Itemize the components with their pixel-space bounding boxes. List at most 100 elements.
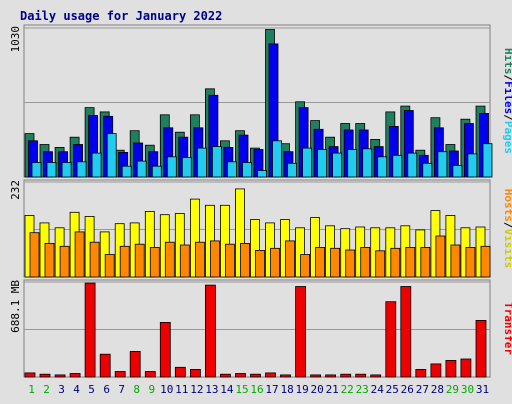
x-tick-label: 24 [371,383,385,396]
x-tick-label: 2 [43,383,50,396]
x-tick-label: 12 [190,383,203,396]
bar-transfer-day-24 [370,374,382,378]
bar-hosts-day-28 [435,235,446,278]
bar-pages-day-13 [211,146,222,178]
bar-pages-day-23 [362,148,373,178]
x-tick-label: 27 [416,383,429,396]
bar-transfer-day-7 [114,371,126,378]
x-tick-label: 17 [265,383,278,396]
bar-hosts-day-12 [194,241,205,278]
bar-visits-day-14 [219,204,230,278]
bar-hosts-day-8 [134,243,145,278]
bar-pages-day-15 [242,162,252,178]
bar-pages-day-17 [272,140,282,178]
chart-title: Daily usage for January 2022 [20,9,222,23]
right-label-pages: Pages [502,121,512,154]
x-tick-label: 18 [280,383,293,396]
x-tick-label: 7 [118,383,125,396]
bar-visits-day-12 [189,198,200,278]
bar-hosts-day-6 [104,254,115,278]
bar-pages-day-16 [257,170,267,178]
panel-3: 688.1 MB Transfer [9,279,512,378]
bar-transfer-day-2 [39,373,51,378]
bar-transfer-day-8 [129,350,141,378]
x-tick-label: 10 [160,383,173,396]
bar-pages-day-3 [61,162,72,178]
right-label-hosts: Hosts [502,189,512,222]
bar-hosts-day-13 [209,240,220,278]
chart-panels: 1030 Hits/Files/Pages 232 Hosts/Visits 688.1… [9,24,512,378]
right-label-visits: Visits [502,229,512,269]
bar-transfer-day-5 [84,282,96,378]
x-tick-label: 21 [326,383,339,396]
bar-hosts-day-7 [119,245,130,278]
bar-transfer-day-12 [189,368,201,378]
bar-hosts-day-30 [465,247,476,278]
bar-hosts-day-1 [29,232,40,278]
bar-transfer-day-15 [235,373,246,378]
x-tick-label: 28 [431,383,444,396]
bar-hosts-day-26 [405,247,416,278]
bar-transfer-day-16 [250,373,261,378]
bar-pages-day-24 [377,156,388,178]
bar-hosts-day-21 [330,247,341,278]
x-tick-label: 15 [235,383,248,396]
bar-pages-day-9 [151,165,162,178]
right-label-transfer: Transfer [502,302,512,355]
bar-hosts-day-16 [255,249,265,278]
x-tick-label: 4 [73,383,80,396]
y-max-label: 1030 [9,26,22,53]
panel-1: 1030 Hits/Files/Pages [9,24,512,178]
right-series-label: Hosts/Visits [502,189,512,269]
bar-transfer-day-3 [54,374,66,378]
bar-pages-day-2 [46,162,57,178]
x-tick-label: 14 [220,383,234,396]
bar-hosts-day-2 [44,242,55,278]
bar-visits-day-19 [295,227,306,278]
bar-hosts-day-23 [360,247,371,278]
x-tick-label: 5 [88,383,95,396]
x-tick-label: 25 [386,383,399,396]
bar-pages-day-26 [407,152,418,178]
bar-hosts-day-3 [59,245,70,278]
bar-hosts-day-22 [345,249,356,278]
x-tick-label: 16 [250,383,263,396]
bar-transfer-day-29 [445,359,457,378]
bar-transfer-day-22 [340,373,352,378]
bar-transfer-day-11 [174,366,186,378]
bar-pages-day-30 [467,153,478,178]
bar-hosts-day-14 [224,243,235,278]
bar-transfer-day-28 [430,363,442,378]
bar-visits-day-15 [235,188,245,278]
bar-hosts-day-9 [149,247,160,278]
right-series-label: Hits/Files/Pages [502,48,512,154]
x-tick-label: 23 [356,383,369,396]
bar-hosts-day-25 [390,247,401,278]
bar-hosts-day-31 [480,245,491,278]
x-tick-label: 8 [133,383,140,396]
bar-visits-day-16 [250,219,260,278]
bar-transfer-day-26 [400,286,412,378]
bar-transfer-day-20 [310,374,322,378]
bar-pages-day-18 [287,162,297,178]
bar-pages-day-25 [392,154,403,178]
right-label-hits: Hits [502,48,512,75]
x-tick-label: 22 [341,383,354,396]
bar-pages-day-4 [76,161,87,178]
bar-pages-day-21 [332,152,343,178]
panel-2: 232 Hosts/Visits [9,179,512,278]
x-tick-label: 31 [476,383,489,396]
x-axis-day-labels: 1 2 3 4 5 6 7 8 9 10 11 12 13 14 15 16 17 18 19 20 21 22 23 24 2… [28,383,489,396]
x-tick-label: 9 [148,383,155,396]
right-series-label: Transfer [502,302,512,355]
x-tick-label: 6 [103,383,110,396]
bar-visits-day-9 [144,210,155,278]
bar-hosts-day-29 [450,244,461,278]
bar-transfer-day-14 [219,373,231,378]
bar-transfer-day-4 [69,373,81,378]
bar-hosts-day-11 [179,244,190,278]
bar-pages-day-28 [437,151,448,178]
bar-hosts-day-15 [240,242,250,278]
